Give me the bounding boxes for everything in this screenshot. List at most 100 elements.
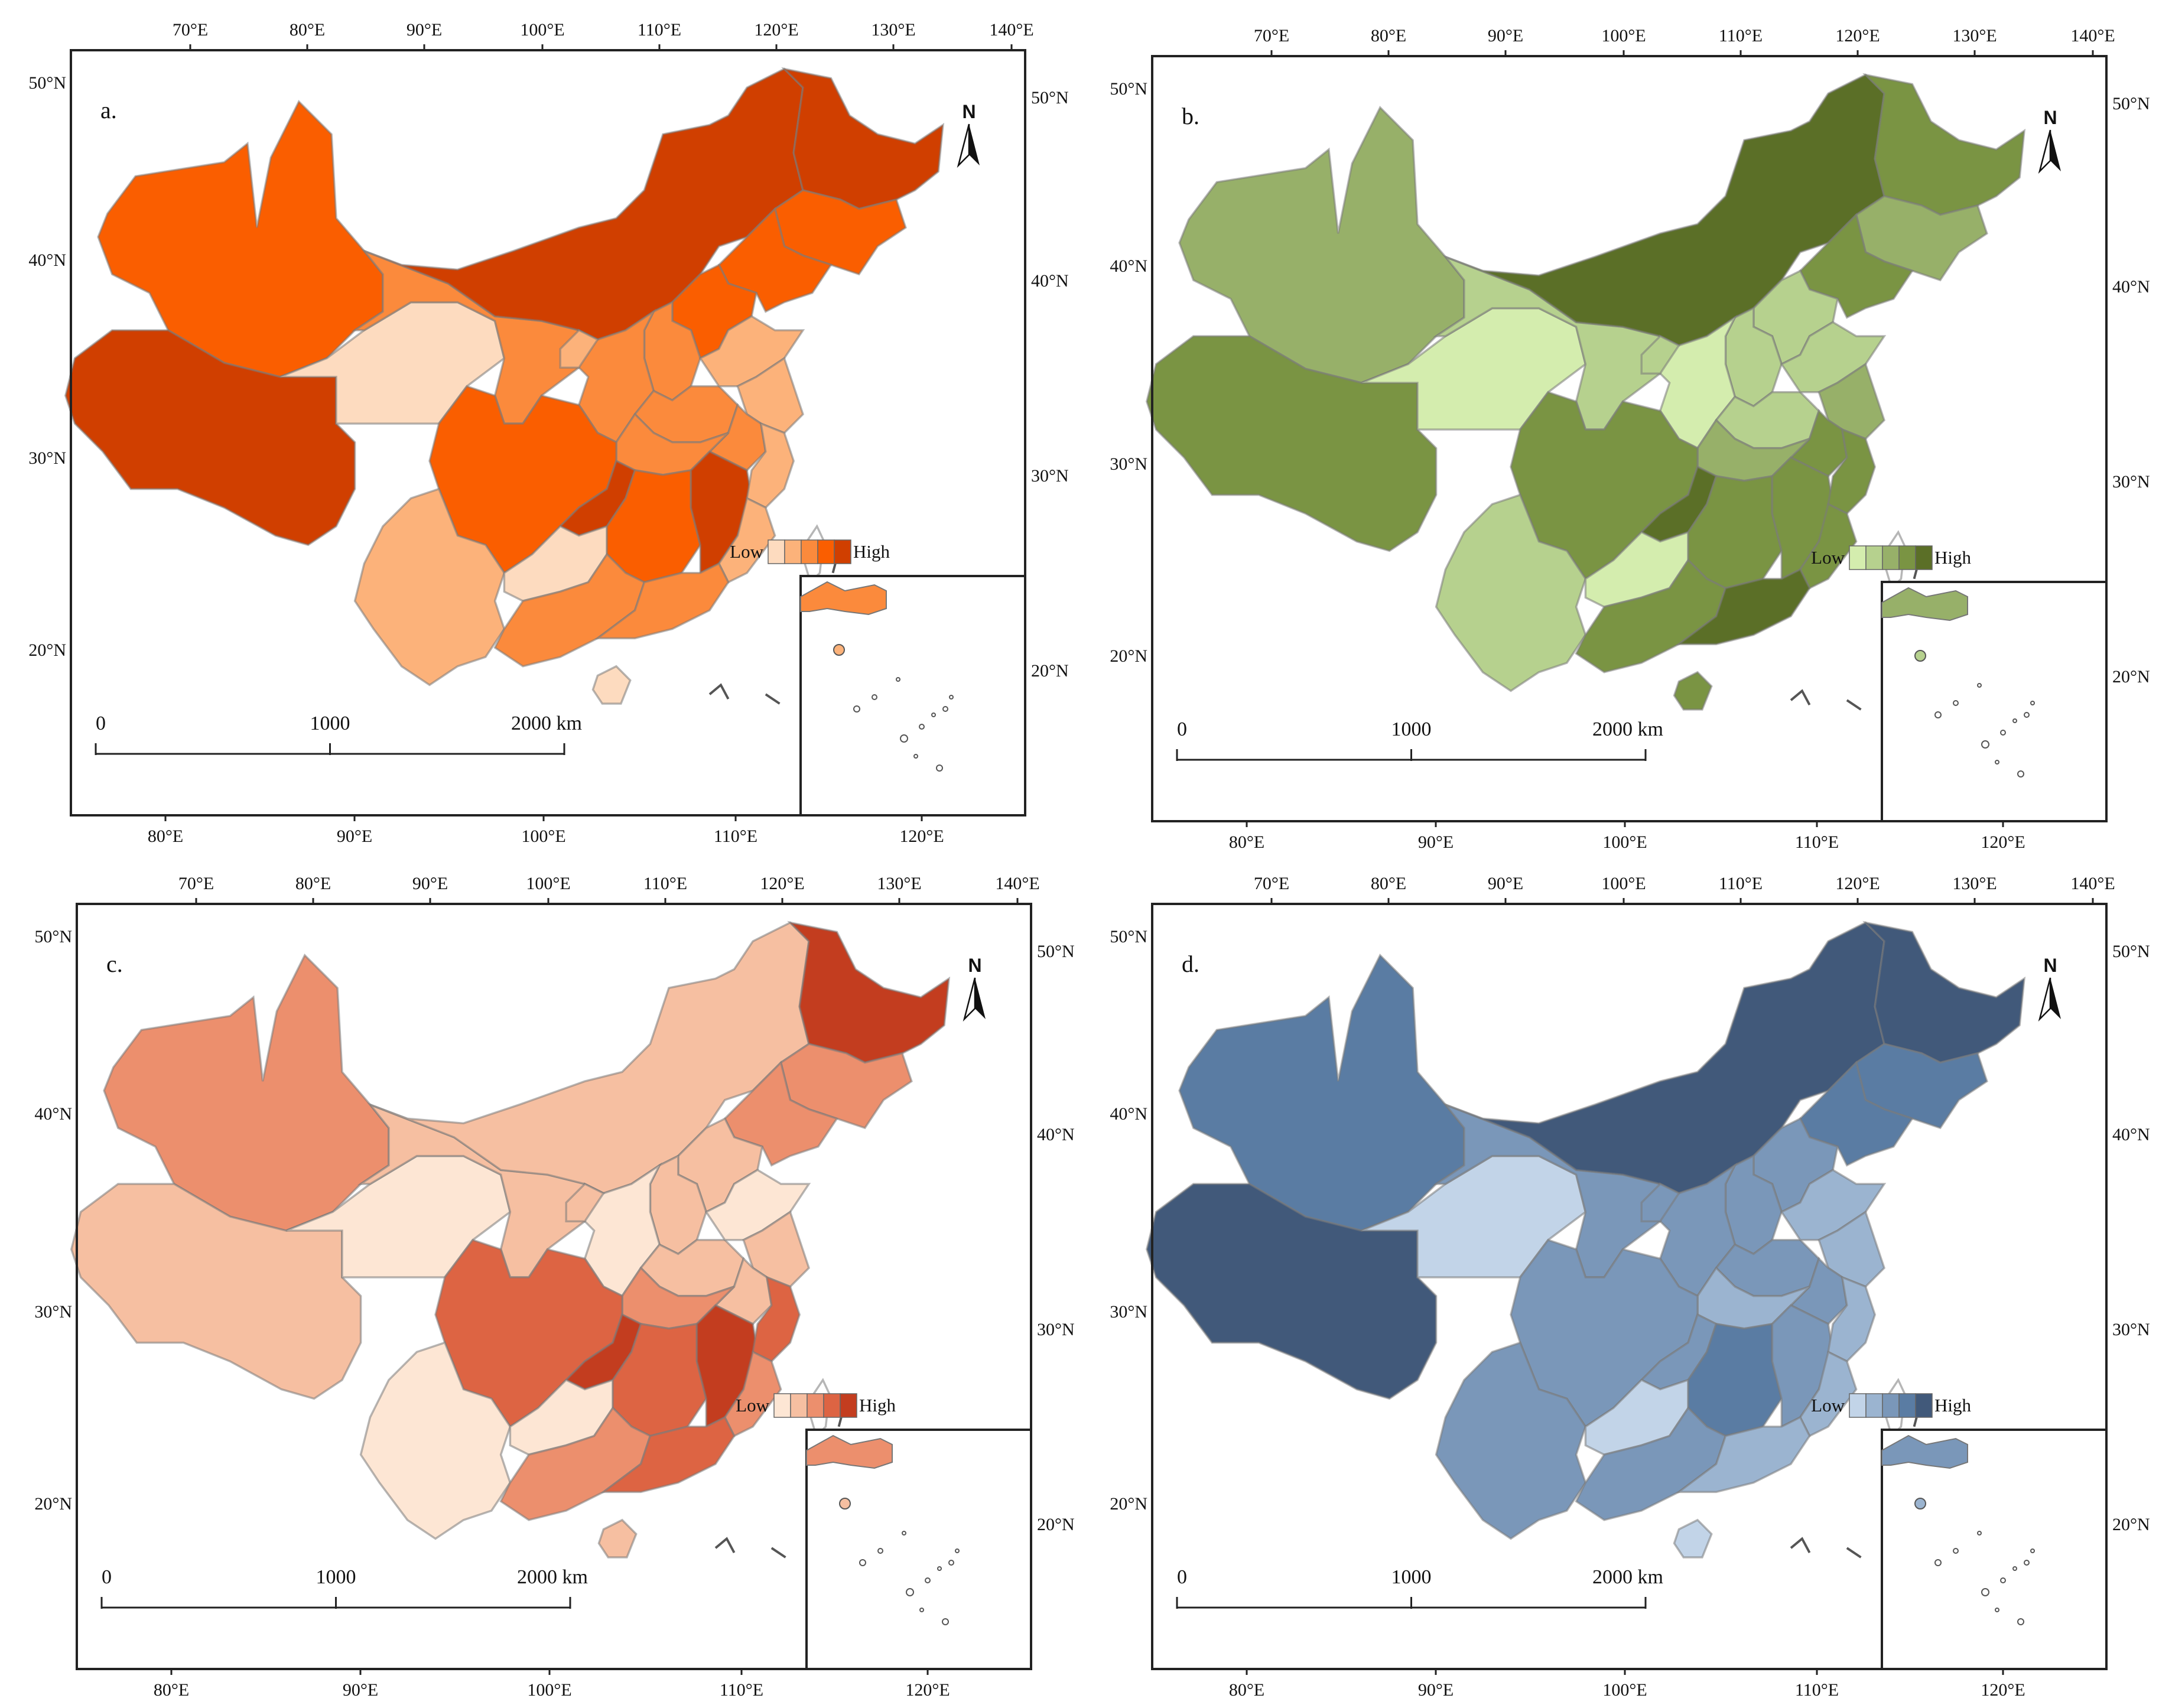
bottom-longitude-label: 80°E <box>154 1680 189 1700</box>
inset-island <box>1977 683 1982 688</box>
inset-island <box>902 1531 906 1535</box>
province-fujian <box>1799 1350 1858 1437</box>
scale-bar-label: 0 <box>96 713 106 734</box>
legend-low-label: Low <box>736 1395 769 1416</box>
top-longitude-label: 120°E <box>1835 874 1880 893</box>
bottom-longitude-label: 110°E <box>1795 832 1839 852</box>
province-layer <box>1145 920 2026 1559</box>
inset-mainland <box>800 581 887 616</box>
scale-bar-label: 2000 km <box>511 713 582 734</box>
bottom-longitude-label: 120°E <box>899 827 944 846</box>
coast-line-2 <box>1846 699 1862 711</box>
top-longitude-label: 130°E <box>1952 874 1997 893</box>
legend-swatch <box>1898 545 1916 570</box>
north-arrow-icon: N <box>2038 107 2061 174</box>
top-longitude-label: 120°E <box>754 20 798 40</box>
province-ningxia <box>565 1182 605 1222</box>
bottom-longitude-label: 120°E <box>1981 1680 2025 1700</box>
inset-island <box>919 724 925 730</box>
south-china-sea-inset <box>799 575 1026 816</box>
province-ningxia <box>1640 1182 1680 1222</box>
right-latitude-label: 40°N <box>1037 1125 1075 1144</box>
legend-swatch <box>823 1393 841 1418</box>
south-china-sea-inset <box>1881 1429 2108 1670</box>
panel-letter: a. <box>100 97 117 123</box>
inset-island <box>937 1566 942 1571</box>
inset-island <box>853 705 860 713</box>
right-latitude-label: 50°N <box>1037 942 1075 961</box>
province-guangdong <box>594 562 730 640</box>
legend-swatch <box>834 539 851 564</box>
legend-swatch <box>1849 1393 1867 1418</box>
left-latitude-label: 50°N <box>28 73 66 93</box>
legend-high-label: High <box>1934 1395 1972 1416</box>
scale-bar-label: 0 <box>1177 718 1187 740</box>
inset-frame <box>1881 1429 2108 1670</box>
right-latitude-label: 30°N <box>1037 1320 1075 1339</box>
bottom-longitude-label: 110°E <box>714 827 757 846</box>
left-latitude-label: 50°N <box>34 927 72 946</box>
scale-bar-label: 0 <box>102 1566 112 1588</box>
inset-island <box>942 706 948 712</box>
top-longitude-label: 110°E <box>1719 874 1763 893</box>
inset-island <box>833 644 845 656</box>
inset-island <box>1981 740 1989 749</box>
inset-island <box>2030 1548 2035 1553</box>
province-hainan <box>597 1518 638 1559</box>
inset-island <box>877 1548 883 1554</box>
inset-island <box>1995 760 1999 764</box>
legend-swatch <box>1915 545 1933 570</box>
province-layer <box>1145 73 2026 711</box>
top-longitude-label: 120°E <box>1835 26 1880 45</box>
bottom-longitude-label: 100°E <box>1602 1680 1647 1700</box>
inset-island <box>2000 730 2006 736</box>
province-layer <box>64 67 945 705</box>
left-latitude-label: 40°N <box>1110 1104 1147 1124</box>
inset-island <box>1934 1559 1942 1566</box>
bottom-longitude-label: 80°E <box>148 827 183 846</box>
inset-island <box>936 764 943 772</box>
bottom-longitude-label: 90°E <box>1418 1680 1454 1700</box>
right-latitude-label: 50°N <box>2112 94 2150 113</box>
map-frame <box>1151 55 2108 822</box>
province-yunnan <box>1435 1341 1587 1540</box>
right-latitude-label: 40°N <box>2112 1125 2150 1144</box>
scale-bar-label: 0 <box>1177 1566 1187 1588</box>
panel-letter: d. <box>1182 951 1199 977</box>
legend-swatch <box>807 1393 824 1418</box>
north-arrow-right-half <box>2050 130 2061 171</box>
north-arrow-left-half <box>963 977 976 1022</box>
left-latitude-label: 30°N <box>1110 1302 1147 1322</box>
inset-island <box>1995 1608 1999 1612</box>
bottom-longitude-label: 90°E <box>343 1680 378 1700</box>
inset-island <box>1914 650 1926 662</box>
legend-swatch <box>817 539 835 564</box>
right-latitude-label: 20°N <box>1031 661 1069 681</box>
right-latitude-label: 30°N <box>2112 472 2150 492</box>
scale-bar: 0 1000 2000 km <box>100 1566 588 1609</box>
coast-line-3 <box>1790 689 1811 706</box>
inset-frame <box>805 1429 1032 1670</box>
left-latitude-label: 30°N <box>28 448 66 468</box>
inset-island <box>931 713 936 717</box>
north-arrow-icon: N <box>957 101 980 168</box>
province-heilongjiang <box>787 920 951 1064</box>
legend-swatch <box>1849 545 1867 570</box>
inset-mainland <box>1881 587 1968 622</box>
inset-island <box>1934 711 1942 718</box>
right-latitude-label: 50°N <box>1031 88 1069 108</box>
north-arrow-right-half <box>969 124 980 165</box>
top-longitude-label: 140°E <box>995 874 1039 893</box>
south-china-sea-inset <box>805 1429 1032 1670</box>
province-layer <box>70 920 951 1559</box>
coast-line-2 <box>1846 1547 1862 1559</box>
map-frame <box>76 903 1032 1670</box>
top-longitude-label: 130°E <box>877 874 921 893</box>
top-longitude-label: 90°E <box>407 20 442 40</box>
south-china-sea-inset <box>1881 581 2108 822</box>
legend: Low High <box>736 1393 896 1418</box>
inset-island <box>955 1548 960 1553</box>
top-longitude-label: 100°E <box>1601 26 1646 45</box>
bottom-longitude-label: 100°E <box>1602 832 1647 852</box>
